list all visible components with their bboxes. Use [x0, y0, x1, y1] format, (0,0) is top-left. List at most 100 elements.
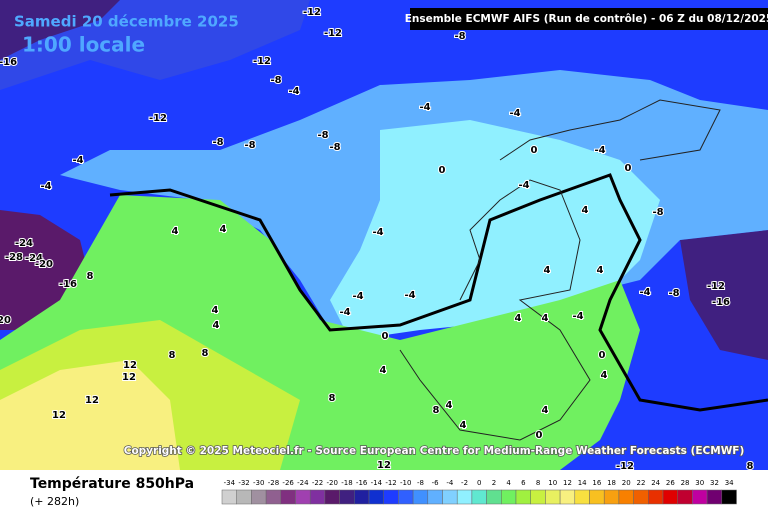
model-info: Ensemble ECMWF AIFS (Run de contrôle) - …	[405, 13, 768, 25]
legend-tick-label: -24	[297, 479, 309, 487]
legend-swatch	[515, 489, 531, 505]
map-label: -8	[329, 142, 340, 153]
coastline	[399, 179, 591, 441]
map-label: 12	[122, 372, 136, 383]
legend-tick-label: -4	[446, 479, 454, 487]
legend-tick-label: -18	[341, 479, 352, 487]
legend-swatch	[295, 489, 311, 505]
map-label: 8	[169, 350, 176, 361]
map-label: 0	[625, 163, 632, 174]
legend-swatch	[633, 489, 649, 505]
map-label: -24	[15, 238, 33, 249]
legend-tick-label: -12	[385, 479, 396, 487]
coastline-north	[499, 99, 721, 161]
legend-tick-label: 26	[666, 479, 675, 487]
legend-swatch	[324, 489, 340, 505]
map-label: -4	[404, 290, 415, 301]
map-label: 4	[542, 313, 549, 324]
legend-tick-label: 2	[492, 479, 496, 487]
legend-swatch	[471, 489, 487, 505]
legend-swatch	[309, 489, 326, 505]
map-label: -12	[303, 7, 321, 18]
legend-swatch	[427, 489, 443, 505]
legend-swatch	[456, 489, 473, 505]
map-label: 8	[329, 393, 336, 404]
legend-tick-label: -26	[282, 479, 294, 487]
legend-tick-label: -10	[400, 479, 411, 487]
map-label: -4	[288, 86, 299, 97]
legend-swatch	[589, 489, 605, 505]
map-label: 4	[172, 226, 179, 237]
legend-swatch	[412, 489, 429, 505]
map-label: 4	[446, 400, 453, 411]
map-label: 12	[377, 460, 391, 471]
lead-time: (+ 282h)	[30, 495, 79, 508]
legend-swatch	[368, 489, 384, 505]
legend-tick-label: 32	[710, 479, 719, 487]
legend-swatch	[692, 489, 708, 505]
map-label: -4	[352, 291, 363, 302]
legend-swatch	[662, 489, 678, 505]
map-label: -16	[59, 279, 77, 290]
map-label: 4	[515, 313, 522, 324]
legend-tick-label: 12	[563, 479, 572, 487]
legend-swatch	[501, 489, 517, 505]
map-label: -4	[372, 227, 383, 238]
map-label: 4	[582, 205, 589, 216]
map-label: -12	[707, 281, 725, 292]
map-label: 4	[380, 365, 387, 376]
legend-tick-label: -20	[327, 479, 338, 487]
field-very-cold	[0, 0, 120, 60]
map-label: -8	[454, 31, 465, 42]
map-label: 4	[212, 305, 219, 316]
map-label: -8	[668, 288, 679, 299]
map-label: 0	[439, 165, 446, 176]
map-label: -8	[317, 130, 328, 141]
legend-tick-label: 24	[651, 479, 660, 487]
legend-tick-label: 8	[536, 479, 540, 487]
legend-tick-label: 22	[636, 479, 645, 487]
legend-tick-label: -6	[432, 479, 440, 487]
legend-swatch	[721, 489, 737, 505]
legend-swatch	[442, 489, 458, 505]
map-time: 1:00 locale	[22, 33, 145, 57]
legend-swatch	[706, 489, 723, 505]
legend-tick-label: 16	[592, 479, 601, 487]
map-label: -4	[572, 311, 583, 322]
map-label: -16	[0, 57, 17, 68]
map-label: 12	[85, 395, 99, 406]
legend-swatch	[221, 489, 237, 505]
legend-swatch	[339, 489, 355, 505]
legend-tick-label: 4	[506, 479, 511, 487]
map-label: 4	[601, 370, 608, 381]
map-label: 4	[220, 224, 227, 235]
copyright: Copyright © 2025 Meteociel.fr - Source E…	[124, 445, 745, 457]
map-label: 12	[52, 410, 66, 421]
legend-swatch	[236, 489, 252, 505]
legend-tick-label: 10	[548, 479, 557, 487]
map-label: 4	[460, 420, 467, 431]
legend-tick-label: -32	[238, 479, 249, 487]
map-label: -4	[419, 102, 430, 113]
map-date: Samedi 20 décembre 2025	[14, 13, 239, 31]
map-label: -4	[339, 307, 350, 318]
legend-tick-label: 6	[521, 479, 526, 487]
legend-swatch	[280, 489, 296, 505]
legend-swatch	[603, 489, 620, 505]
legend-tick-label: 18	[607, 479, 616, 487]
legend-tick-label: 0	[477, 479, 481, 487]
map-label: -8	[244, 140, 255, 151]
map-label: 0	[599, 350, 606, 361]
legend-tick-label: -34	[224, 479, 236, 487]
map-label: -8	[270, 75, 281, 86]
legend-swatch	[251, 489, 267, 505]
map-label: -12	[616, 461, 634, 472]
legend-swatch	[383, 489, 399, 505]
map-label: 0	[382, 331, 389, 342]
legend-tick-label: -30	[253, 479, 264, 487]
map-label: 8	[202, 348, 209, 359]
map-label: 12	[123, 360, 137, 371]
color-legend: -34 -32 -30 -28 -26 -24 -22 -20 -18 -16 -14 -12 -10-…	[221, 479, 737, 505]
